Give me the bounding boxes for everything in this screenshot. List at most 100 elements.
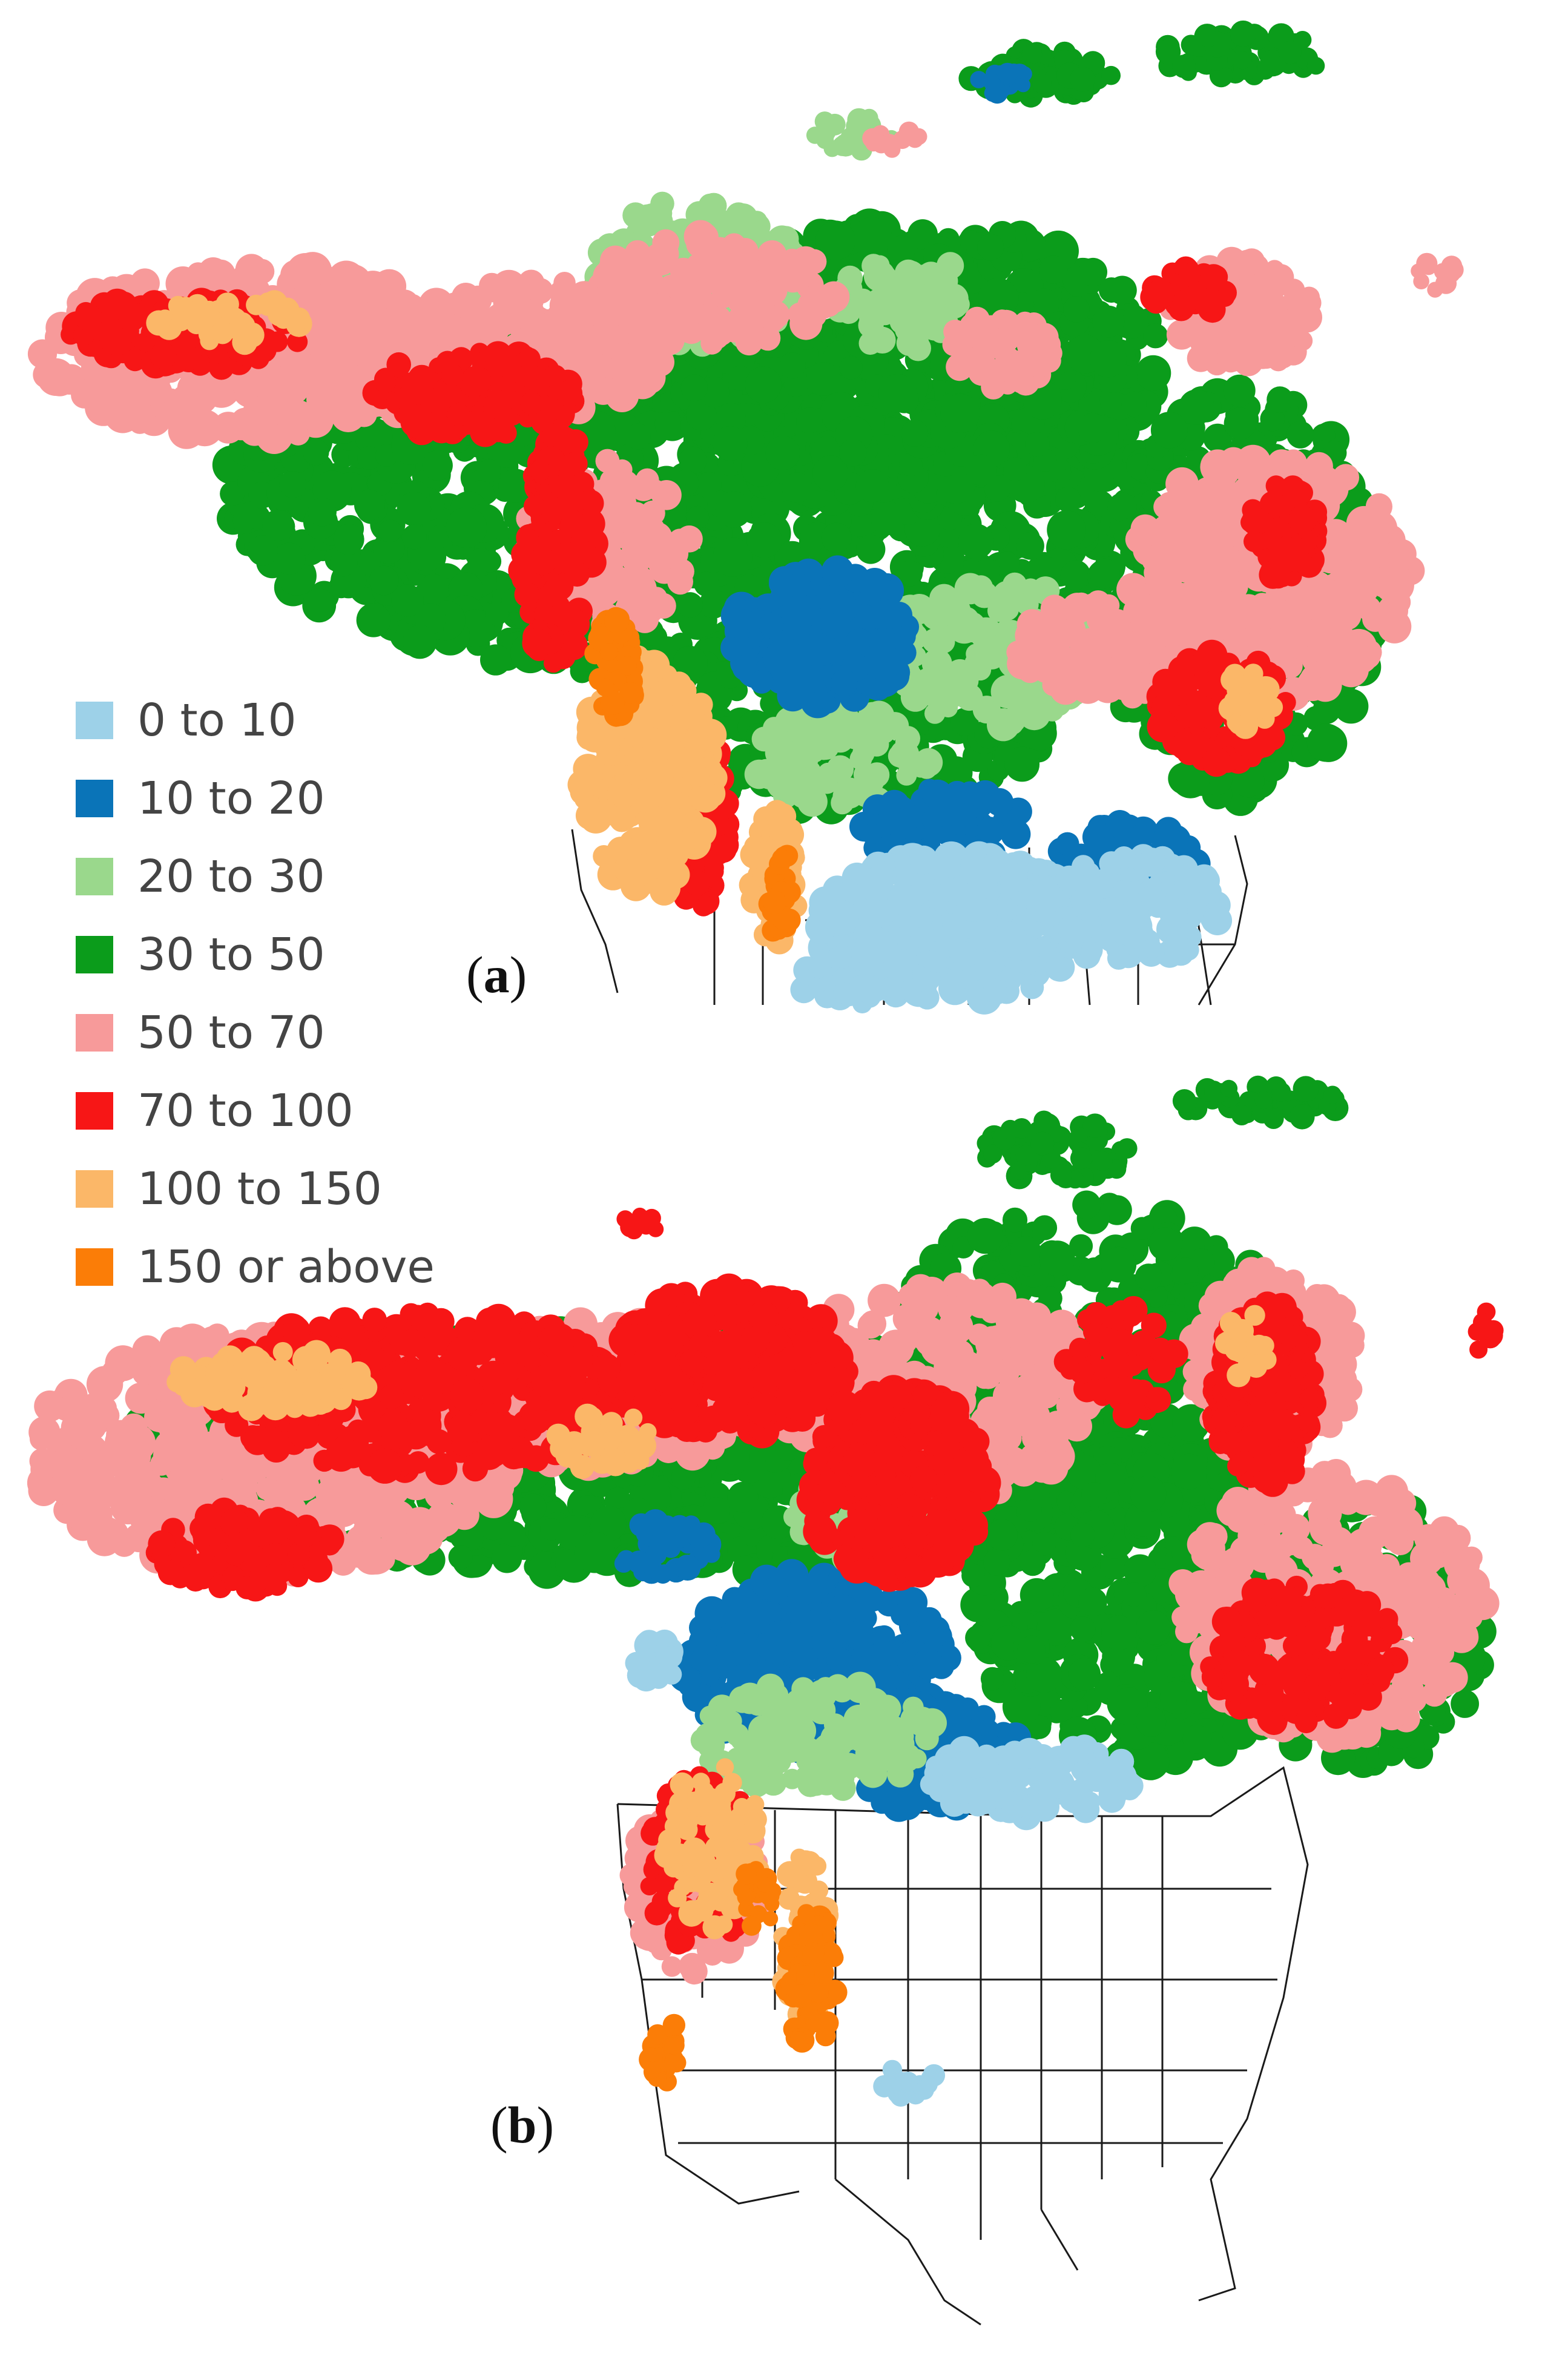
map-dot — [1287, 295, 1310, 318]
map-dot — [995, 551, 1020, 576]
map-dot — [1025, 432, 1050, 457]
map-dot — [654, 324, 685, 355]
map-dot — [996, 898, 1019, 921]
map-dot — [1235, 352, 1257, 374]
map-dot — [105, 291, 133, 318]
map-dot — [112, 401, 135, 424]
map-dot — [1293, 331, 1313, 351]
map-dot — [357, 446, 381, 470]
map-dot — [422, 450, 453, 481]
map-dot — [882, 808, 911, 836]
map-dot — [985, 788, 1014, 817]
map-dot — [1060, 560, 1091, 590]
map-dot — [677, 268, 707, 297]
map-dot — [1144, 559, 1171, 587]
map-dot — [527, 278, 553, 304]
map-dot — [975, 639, 1000, 663]
map-dot — [1056, 865, 1082, 892]
map-dot — [1139, 848, 1166, 875]
map-dot — [995, 619, 1020, 644]
map-dot — [676, 525, 703, 553]
map-dot — [1047, 510, 1086, 550]
map-dot — [789, 596, 821, 627]
map-dot — [875, 899, 899, 923]
map-dot — [482, 275, 509, 303]
map-dot — [746, 522, 782, 558]
map-dot — [1004, 746, 1040, 782]
map-dot — [1061, 593, 1093, 624]
map-dot — [1063, 296, 1090, 323]
map-dot — [870, 599, 901, 631]
map-dot — [247, 535, 278, 566]
map-dot — [849, 975, 876, 1002]
map-dot — [765, 436, 800, 470]
map-dot — [851, 217, 892, 258]
map-dot — [864, 646, 897, 679]
map-dot — [418, 574, 449, 605]
map-dot — [398, 294, 425, 321]
map-dot — [1035, 333, 1059, 358]
map-dot — [1121, 391, 1147, 417]
map-dot — [1333, 688, 1369, 724]
map-dot — [958, 781, 983, 805]
map-dot — [1107, 492, 1137, 522]
map-dot — [713, 426, 748, 461]
map-dot — [751, 726, 777, 752]
map-dot — [1002, 572, 1027, 598]
map-dot — [289, 375, 312, 398]
map-dot — [75, 304, 103, 332]
map-dot — [1099, 897, 1125, 923]
map-dot — [914, 748, 943, 777]
map-dot — [478, 459, 501, 482]
map-dot — [523, 495, 545, 517]
map-dot — [1147, 594, 1171, 618]
map-dot — [970, 581, 998, 608]
map-dot — [802, 249, 827, 274]
map-dot — [529, 460, 551, 482]
map-dot — [1306, 723, 1346, 762]
map-dot — [551, 476, 574, 499]
map-dot — [909, 845, 938, 874]
map-dot — [927, 797, 957, 826]
map-dot — [857, 867, 892, 901]
map-dot — [699, 590, 728, 619]
map-dot — [686, 505, 710, 529]
map-dot — [1202, 328, 1227, 354]
map-dot — [1001, 819, 1031, 849]
map-dot — [619, 547, 639, 567]
map-dot — [783, 372, 808, 397]
map-dot — [895, 731, 918, 753]
map-dot — [695, 472, 722, 499]
map-dot — [303, 439, 329, 466]
map-dot — [656, 550, 676, 570]
map-dot — [461, 366, 492, 396]
map-dot — [371, 320, 404, 354]
map-dot — [595, 449, 620, 473]
map-dot — [640, 500, 665, 526]
map-dot — [1158, 492, 1181, 515]
map-dot — [1283, 593, 1314, 624]
map-dot — [1202, 906, 1233, 935]
map-dot — [1336, 643, 1369, 676]
map-dot — [732, 205, 754, 228]
map-dot — [1259, 273, 1280, 294]
map-dot — [1222, 303, 1253, 335]
map-dot — [858, 568, 891, 600]
map-dot — [1112, 652, 1140, 680]
map-dot — [1031, 653, 1059, 681]
map-dot — [812, 455, 848, 492]
map-dot — [713, 260, 736, 283]
map-dot — [800, 633, 835, 667]
map-dot — [610, 340, 633, 364]
map-dot — [518, 347, 541, 370]
map-dot — [966, 454, 997, 486]
map-dot — [950, 941, 978, 968]
map-dot — [1003, 457, 1027, 481]
map-dot — [978, 278, 1019, 318]
map-dot — [839, 356, 863, 380]
map-dot — [262, 509, 294, 541]
map-dot — [428, 525, 452, 548]
map-dot — [977, 234, 1004, 261]
map-dot — [713, 537, 753, 577]
map-dot — [394, 387, 418, 410]
